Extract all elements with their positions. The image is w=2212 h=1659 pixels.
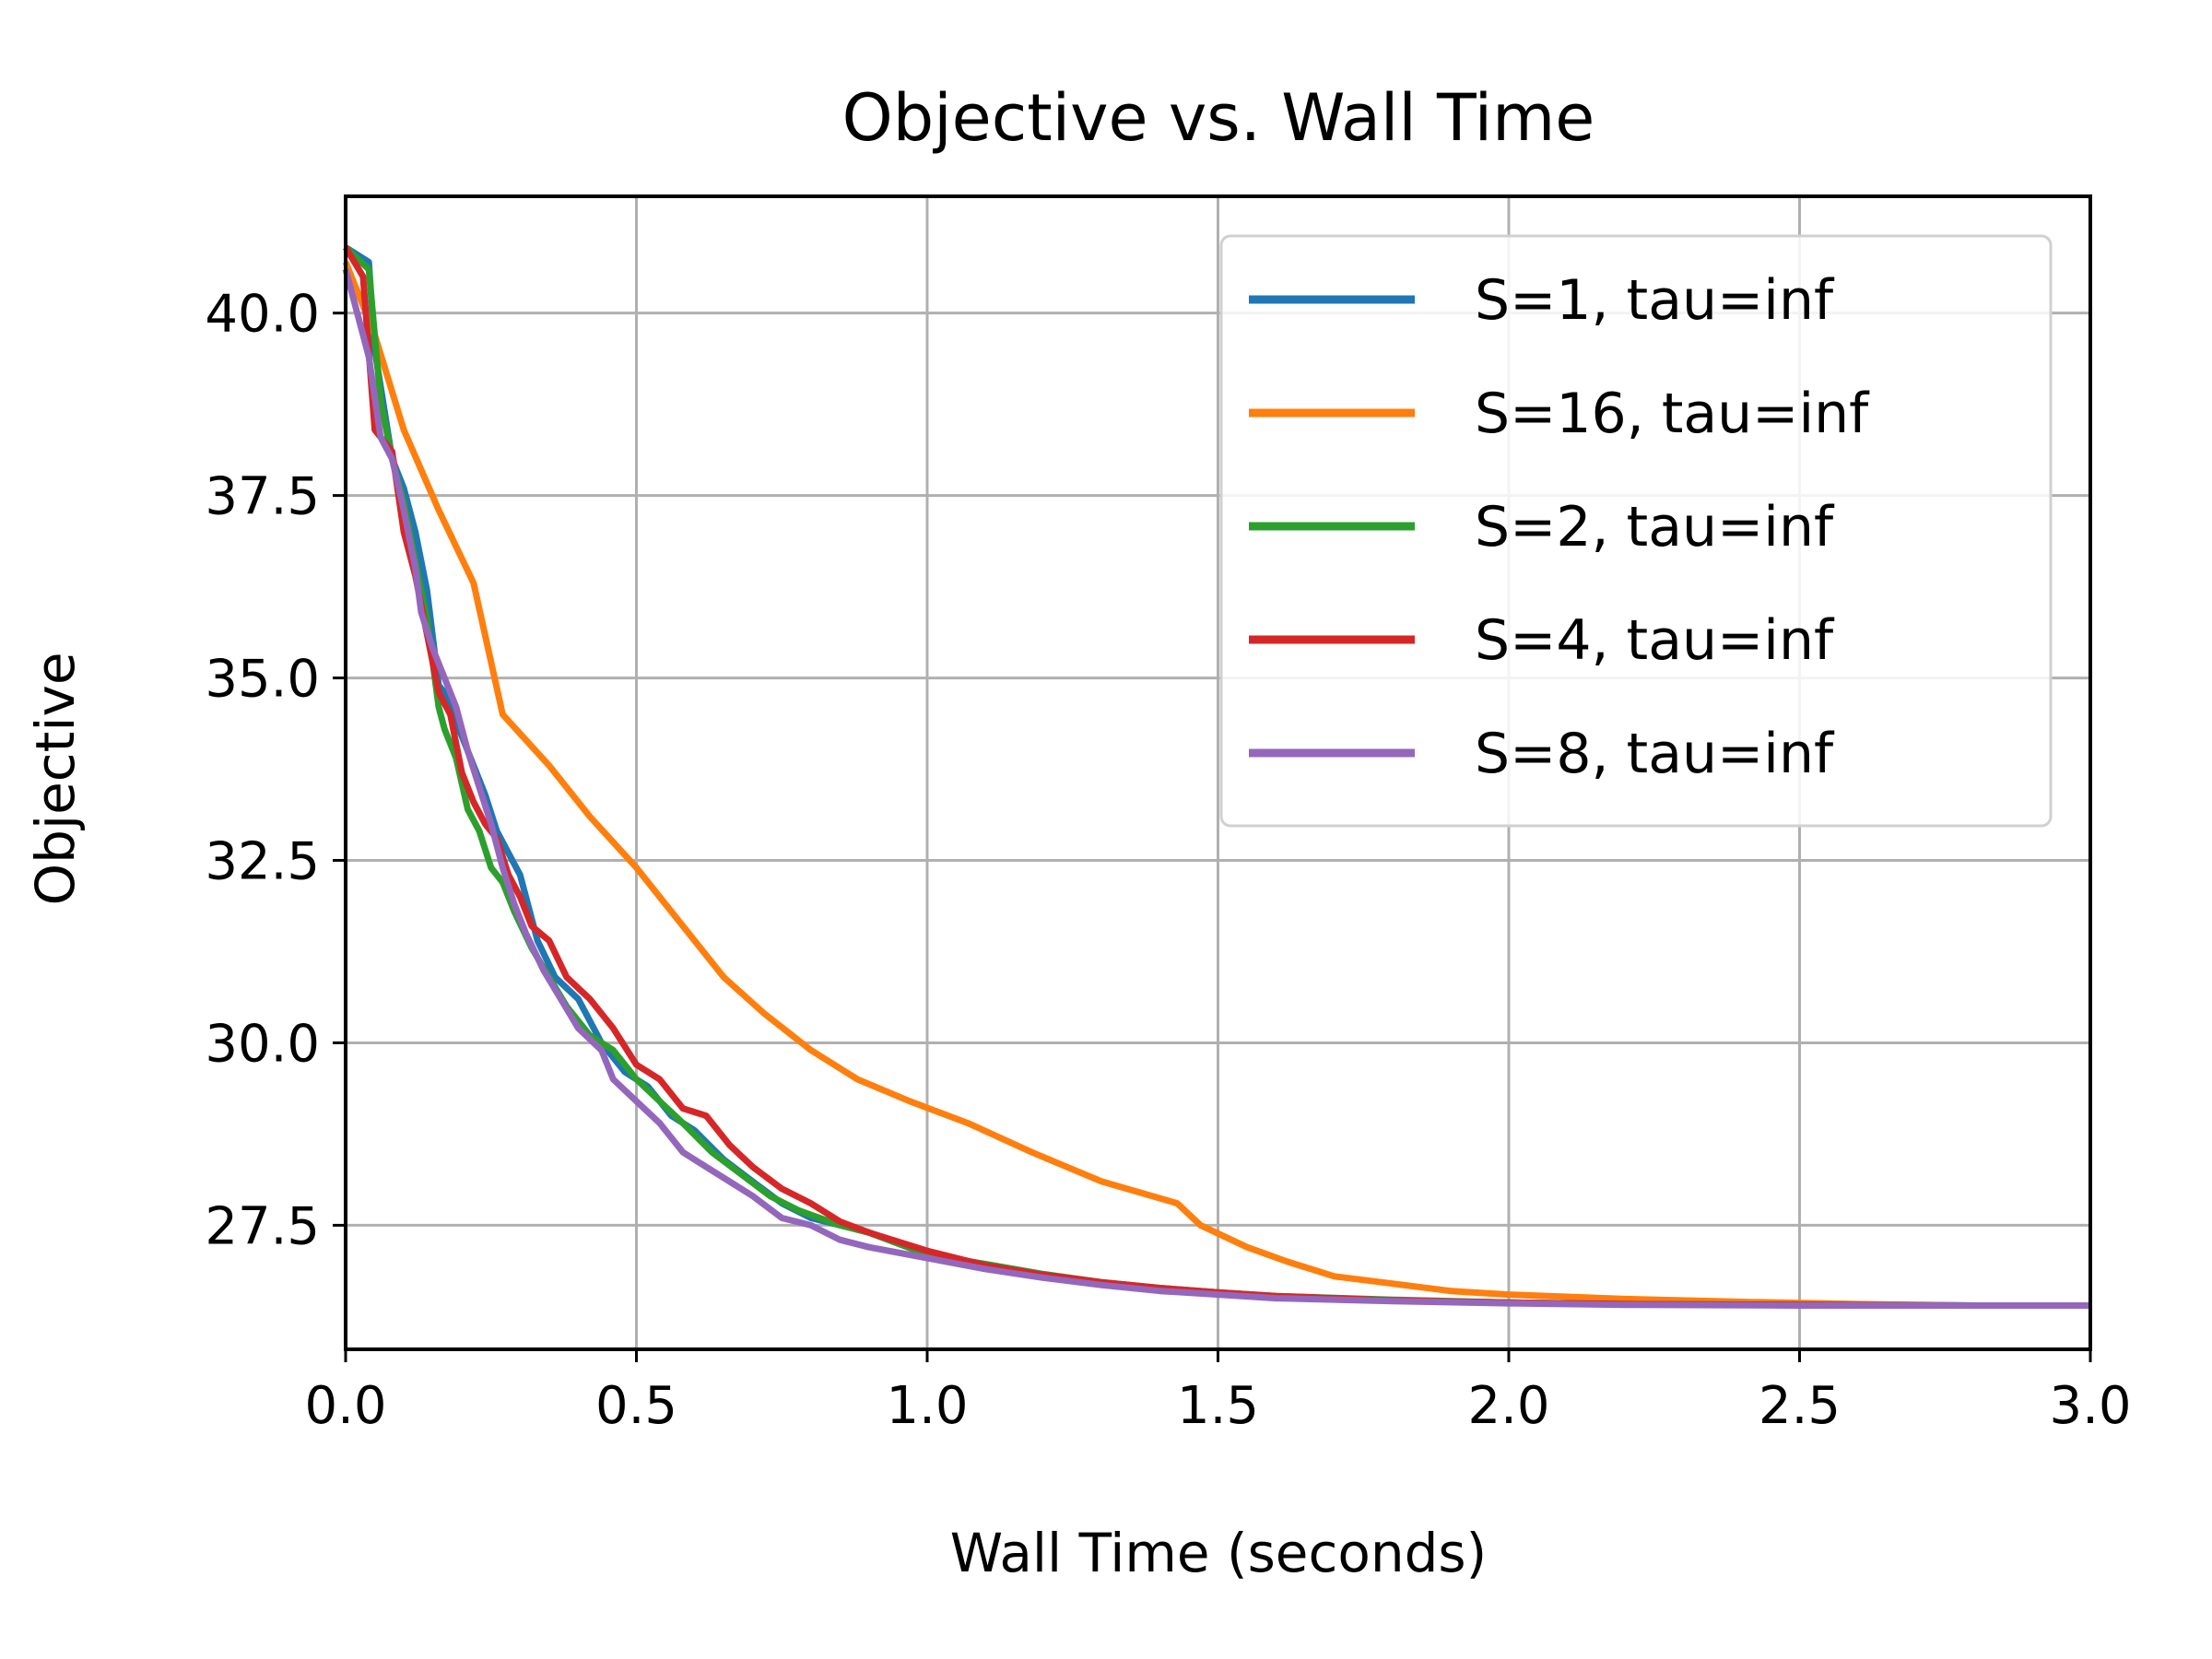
x-tick-label: 2.5 — [1759, 1376, 1841, 1436]
x-tick-label: 2.0 — [1467, 1376, 1549, 1436]
series-line-5 — [342, 268, 2090, 1309]
x-tick-label: 0.5 — [595, 1376, 677, 1436]
x-tick-label: 3.0 — [2049, 1376, 2131, 1436]
legend-box — [1219, 234, 2053, 828]
y-tick-label: 27.5 — [205, 1196, 320, 1256]
y-tick-label: 37.5 — [205, 467, 320, 527]
y-axis-title: Objective — [24, 652, 87, 905]
x-tick-label: 1.5 — [1177, 1376, 1259, 1436]
x-tick-label: 0.0 — [304, 1376, 386, 1436]
legend-label: S=16, tau=inf — [1475, 382, 1870, 446]
legend-label: S=8, tau=inf — [1475, 722, 1835, 786]
x-tick-label: 1.0 — [886, 1376, 968, 1436]
legend-label: S=4, tau=inf — [1475, 608, 1835, 673]
y-tick-label: 32.5 — [205, 832, 320, 892]
legend-label: S=2, tau=inf — [1475, 495, 1835, 559]
legend-label: S=1, tau=inf — [1475, 268, 1835, 333]
chart-title: Objective vs. Wall Time — [842, 80, 1595, 156]
y-tick-label: 40.0 — [205, 285, 320, 345]
x-axis-title: Wall Time (seconds) — [950, 1522, 1488, 1584]
series-lines — [342, 244, 2090, 1309]
series-line-2 — [342, 261, 2090, 1309]
legend: S=1, tau=inf S=16, tau=inf S=2, tau=inf S=4… — [1219, 234, 2053, 828]
y-tick-label: 35.0 — [205, 650, 320, 710]
y-tick-label: 30.0 — [205, 1014, 320, 1074]
axis-ticks: 0.0 0.5 1.0 1.5 2.0 2.5 3.0 27.5 30.0 32.5 35.0 37.… — [205, 285, 2131, 1436]
